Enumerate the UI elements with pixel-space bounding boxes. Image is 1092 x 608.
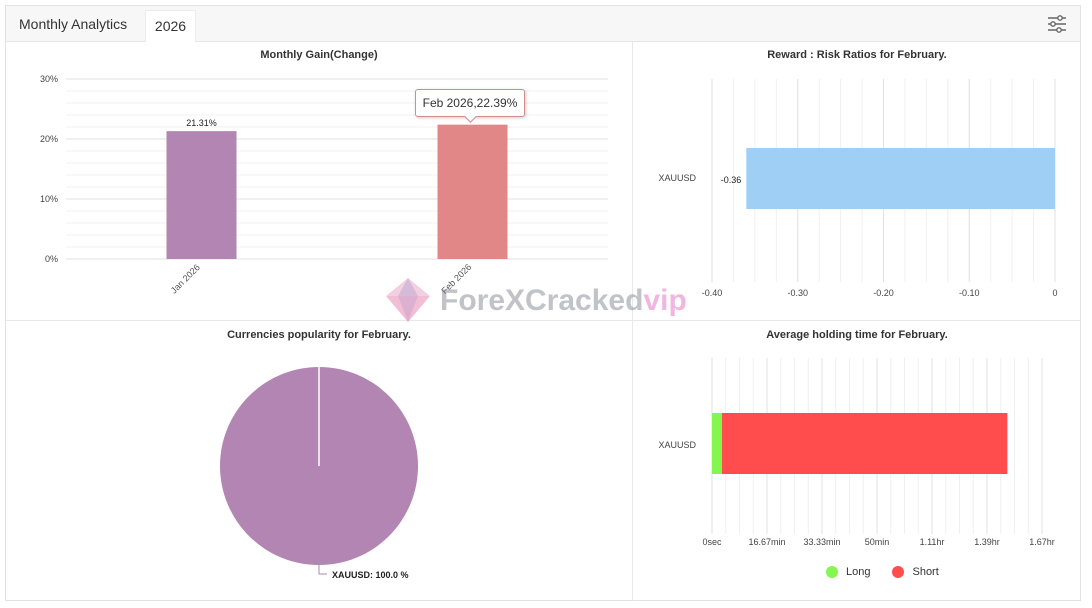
x-tick-label: 0 [1052,288,1057,298]
y-tick-label: 0% [45,254,58,264]
x-tick-label: -0.10 [959,288,980,298]
legend-label-long: Long [846,566,871,578]
page-title: Monthly Analytics [19,16,128,32]
bar-data-label: 21.31% [186,118,217,128]
bar-data-label: -0.36 [721,175,742,185]
x-tick-label: 16.67min [748,537,785,547]
watermark-text: ForeXCrackedvip [440,284,687,317]
analytics-frame: Monthly Analytics 2026 [5,5,1081,601]
legend-dot-long [826,566,838,578]
panel-divider-horizontal [6,320,1080,321]
x-tick-label: 1.67hr [1029,537,1055,547]
panel-divider-vertical [632,42,633,601]
holding-time-chart: 0sec 16.67min 33.33min 50min 1.11hr 1.39hr 1.6… [658,358,1055,547]
legend-item-short[interactable]: Short [892,566,939,578]
legend-label-short: Short [912,566,939,578]
y-tick-label: 10% [40,194,58,204]
x-tick-label: -0.30 [787,288,808,298]
y-tick-label: 30% [40,74,58,84]
y-category-label: XAUUSD [658,173,696,183]
sliders-icon[interactable] [1046,13,1068,35]
stacked-bar-short [721,413,1008,474]
y-tick-label: 20% [40,134,58,144]
x-tick-label: -0.20 [873,288,894,298]
currencies-popularity-title: Currencies popularity for February. [227,329,411,341]
legend-dot-short [892,566,905,578]
pie-label-connector [318,565,327,575]
analytics-header: Monthly Analytics 2026 [6,6,1080,42]
holding-time-title: Average holding time for February. [766,329,948,341]
x-tick-label: 0sec [702,537,722,547]
bar [437,124,508,259]
chart-tooltip: Feb 2026,22.39% [415,89,525,117]
x-tick-label: 1.11hr [920,537,945,547]
x-tick-label: 50min [865,537,890,547]
x-tick-label: 1.39hr [974,537,1000,547]
currencies-pie-chart: XAUUSD: 100.0 % [220,367,418,580]
diamond-logo-icon [386,278,430,322]
reward-risk-chart: -0.40 -0.30 -0.20 -0.10 0 -0.36 XAUUSD [658,79,1058,298]
x-tick-label: -0.40 [702,288,723,298]
bar [746,148,1055,209]
tab-year[interactable]: 2026 [145,10,196,42]
bar [166,131,237,259]
legend-item-long[interactable]: Long [826,566,870,578]
monthly-gain-title: Monthly Gain(Change) [260,49,378,61]
reward-risk-title: Reward : Risk Ratios for February. [767,49,947,61]
y-category-label: XAUUSD [658,440,696,450]
holding-time-legend: Long Short [826,565,961,579]
pie-data-label: XAUUSD: 100.0 % [332,570,409,580]
stacked-bar-long [712,413,722,474]
x-tick-label: 33.33min [803,537,840,547]
watermark: ForeXCrackedvip [378,272,718,324]
x-tick-label: Jan 2026 [169,262,202,295]
